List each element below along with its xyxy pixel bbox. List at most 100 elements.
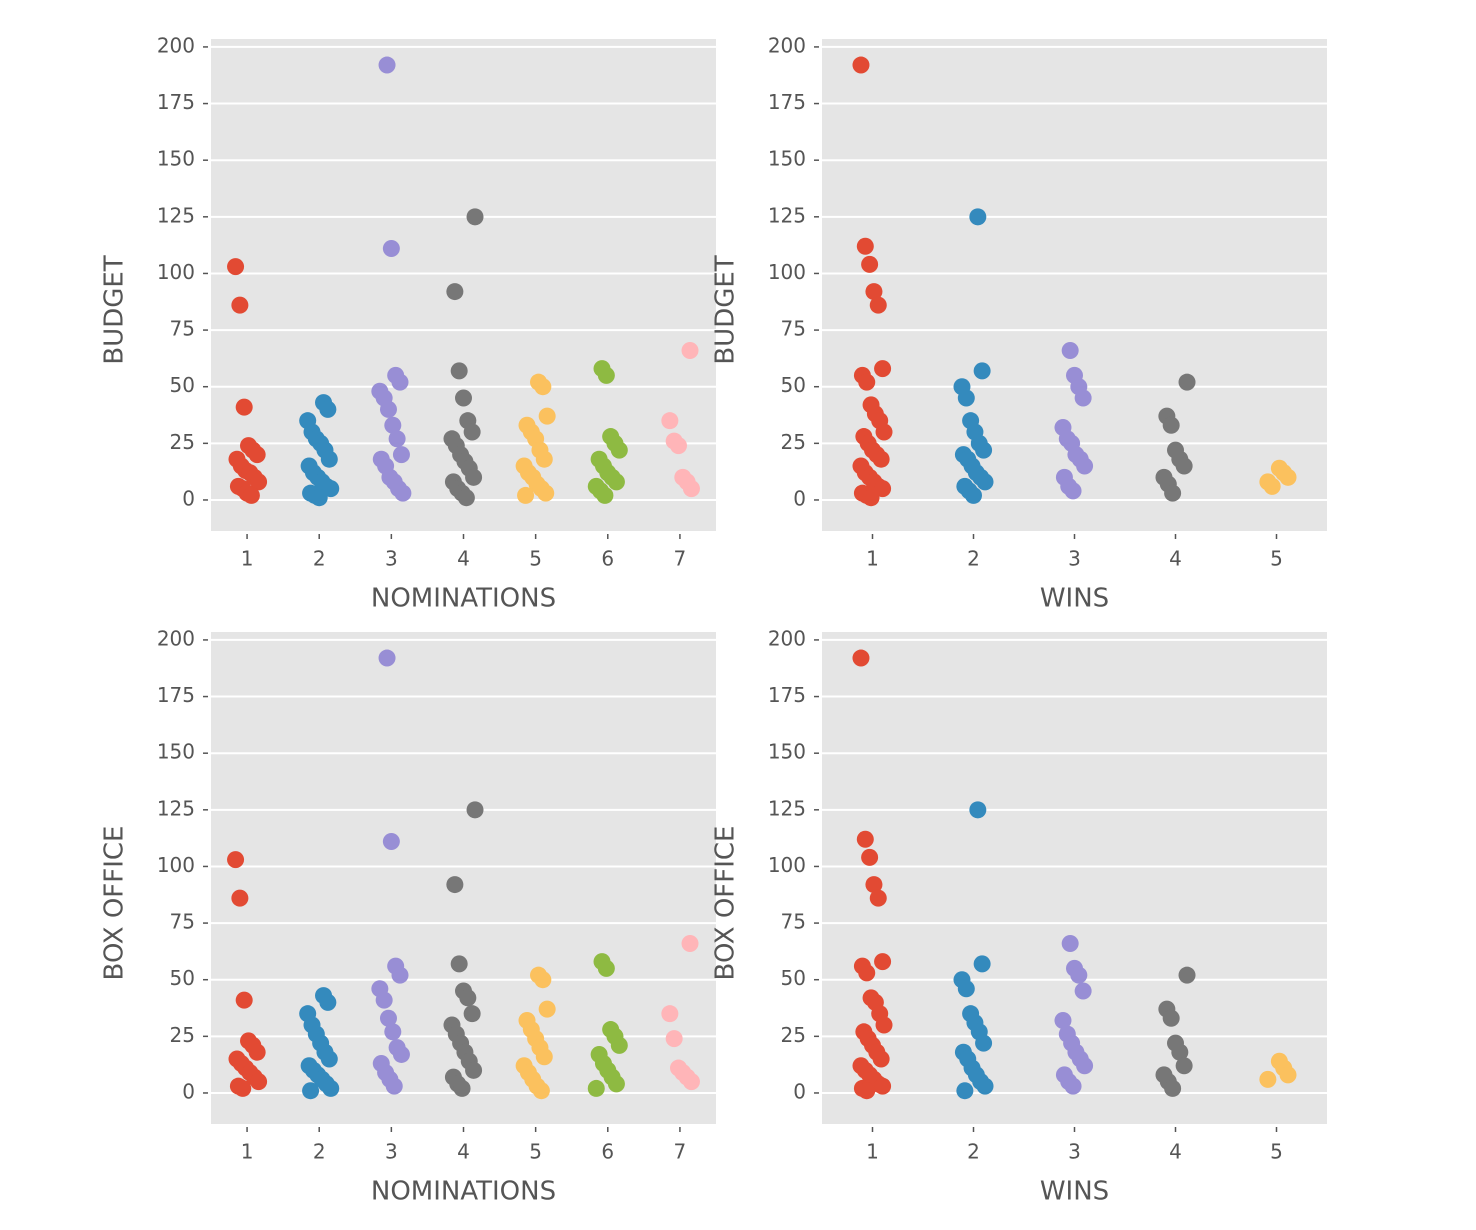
y-tick-label: 150 xyxy=(157,740,195,764)
x-tick-label: 1 xyxy=(866,1140,879,1164)
point xyxy=(976,473,994,491)
y-axis-label: BOX OFFICE xyxy=(100,826,130,981)
x-tick-label: 7 xyxy=(674,1140,687,1164)
point xyxy=(466,208,484,226)
x-tick-label: 1 xyxy=(866,547,879,571)
point xyxy=(596,486,614,504)
point xyxy=(862,489,880,507)
point xyxy=(852,649,870,667)
y-tick-label: 175 xyxy=(157,683,195,707)
point xyxy=(852,56,870,74)
point xyxy=(322,1079,340,1097)
point xyxy=(234,1079,252,1097)
y-tick-label: 25 xyxy=(781,1023,806,1047)
point xyxy=(320,1050,338,1068)
point xyxy=(1162,416,1180,434)
point xyxy=(310,489,328,507)
point xyxy=(869,889,887,907)
x-tick-label: 6 xyxy=(601,1140,614,1164)
x-tick-label: 2 xyxy=(967,547,980,571)
x-tick-label: 3 xyxy=(385,547,398,571)
y-tick-label: 75 xyxy=(781,910,806,934)
point xyxy=(392,1045,410,1063)
point xyxy=(861,255,879,273)
point xyxy=(453,1079,471,1097)
x-tick-label: 5 xyxy=(1270,547,1283,571)
point xyxy=(975,1034,993,1052)
point xyxy=(382,833,400,851)
y-tick-label: 25 xyxy=(170,1023,195,1047)
point xyxy=(1259,1070,1277,1088)
point xyxy=(607,473,625,491)
point xyxy=(875,1016,893,1034)
point xyxy=(532,1082,550,1100)
point xyxy=(1061,341,1079,359)
x-tick-label: 3 xyxy=(1068,547,1081,571)
point xyxy=(587,1079,605,1097)
point xyxy=(1074,389,1092,407)
x-tick-label: 2 xyxy=(967,1140,980,1164)
subplot: 0 25 50 75 100 125 150 175 200 1 2 3 4 5 WINS BUDGET xyxy=(711,33,1327,614)
x-tick-label: 4 xyxy=(1169,1140,1182,1164)
point xyxy=(969,801,987,819)
point xyxy=(375,991,393,1009)
point xyxy=(874,480,892,498)
point xyxy=(1074,982,1092,1000)
y-tick-label: 200 xyxy=(768,626,806,650)
point xyxy=(250,1073,268,1091)
x-tick-label: 2 xyxy=(313,547,326,571)
y-tick-label: 25 xyxy=(170,430,195,454)
point xyxy=(538,407,556,425)
point xyxy=(384,1023,402,1041)
point xyxy=(969,208,987,226)
point xyxy=(965,486,982,504)
y-tick-label: 100 xyxy=(768,260,806,284)
point xyxy=(320,450,338,468)
point xyxy=(957,980,975,998)
point xyxy=(250,473,268,491)
y-tick-label: 175 xyxy=(157,90,195,114)
point xyxy=(248,1043,266,1061)
point xyxy=(973,955,991,973)
point xyxy=(379,400,397,418)
y-tick-label: 150 xyxy=(768,740,806,764)
point xyxy=(682,1073,700,1091)
x-tick-label: 1 xyxy=(241,1140,254,1164)
x-tick-label: 6 xyxy=(601,547,614,571)
point xyxy=(1164,484,1182,502)
y-tick-label: 175 xyxy=(768,90,806,114)
point xyxy=(858,373,876,391)
point xyxy=(1171,1043,1189,1061)
point xyxy=(856,237,874,255)
point xyxy=(856,830,874,848)
x-tick-label: 3 xyxy=(1068,1140,1081,1164)
x-tick-label: 4 xyxy=(457,547,470,571)
y-tick-label: 175 xyxy=(768,683,806,707)
y-axis-label: BUDGET xyxy=(711,255,741,364)
point xyxy=(1076,457,1094,475)
point xyxy=(872,1050,890,1068)
y-tick-label: 75 xyxy=(170,317,195,341)
subplot: 0 25 50 75 100 125 150 175 200 1 2 3 4 5 WINS BOX OFFIC… xyxy=(711,626,1327,1207)
point xyxy=(957,389,975,407)
point xyxy=(463,1005,481,1023)
y-tick-label: 200 xyxy=(768,33,806,57)
point xyxy=(459,989,477,1007)
y-tick-label: 100 xyxy=(768,853,806,877)
x-tick-label: 1 xyxy=(241,547,254,571)
x-axis-label: WINS xyxy=(1040,1177,1109,1207)
y-tick-label: 125 xyxy=(768,796,806,820)
y-tick-label: 50 xyxy=(781,373,806,397)
point xyxy=(391,373,409,391)
point xyxy=(450,362,468,380)
point xyxy=(875,423,893,441)
subplot: 0 25 50 75 100 125 150 175 200 1 2 3 4 5 6 7 NOMINATIONS… xyxy=(100,626,716,1207)
y-axis-label: BUDGET xyxy=(100,255,130,364)
x-tick-label: 4 xyxy=(1169,547,1182,571)
x-axis-label: NOMINATIONS xyxy=(371,584,556,614)
point xyxy=(976,1077,994,1095)
point xyxy=(322,480,340,498)
point xyxy=(534,378,552,396)
point xyxy=(385,1077,403,1095)
